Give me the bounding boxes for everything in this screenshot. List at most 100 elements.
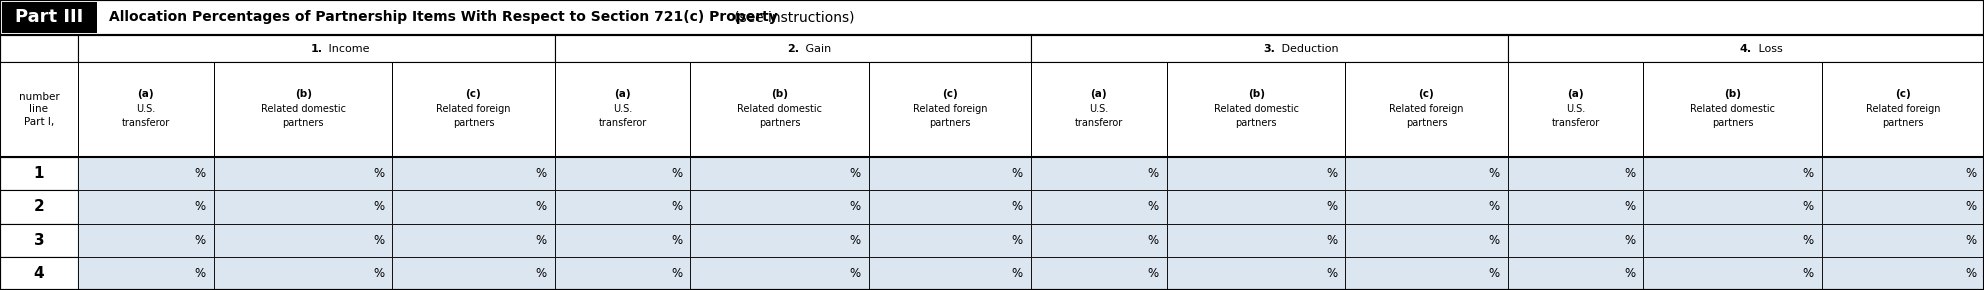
Text: transferor: transferor [121,119,171,128]
Text: Deduction: Deduction [1278,44,1339,53]
Text: %: % [1964,267,1976,280]
Bar [214,257,393,290]
Text: %: % [1625,267,1635,280]
Text: (c): (c) [942,89,958,99]
Text: %: % [1488,267,1500,280]
Text: (c): (c) [466,89,482,99]
Bar [0,257,77,290]
Text: number: number [18,93,60,102]
Text: (a): (a) [615,89,631,99]
Text: %: % [671,167,682,180]
Bar [690,157,869,190]
Text: (b): (b) [296,89,311,99]
Bar [554,224,690,257]
Bar [214,157,393,190]
Text: (b): (b) [1724,89,1742,99]
Bar [393,224,554,257]
Bar [1167,157,1345,190]
Bar [214,62,393,157]
Text: %: % [1327,234,1337,246]
Text: Related foreign: Related foreign [913,104,988,115]
Text: (a): (a) [1091,89,1107,99]
Bar [0,157,77,190]
Text: (c): (c) [1895,89,1911,99]
Text: partners: partners [1712,119,1754,128]
Text: partners: partners [452,119,494,128]
Text: %: % [373,234,385,246]
Text: 4: 4 [34,266,44,281]
Bar [869,257,1032,290]
Bar [1508,190,1643,224]
Bar [690,190,869,224]
Bar [1345,257,1508,290]
Bar [1167,190,1345,224]
Text: %: % [373,267,385,280]
Bar [1508,62,1643,157]
Bar [1167,224,1345,257]
Text: Part I,: Part I, [24,117,54,126]
Text: %: % [1147,167,1159,180]
Bar [1032,224,1167,257]
Text: Related domestic: Related domestic [1214,104,1300,115]
Text: Related domestic: Related domestic [738,104,821,115]
Bar [77,224,214,257]
Bar [0,190,77,224]
Bar [1643,257,1821,290]
Bar [1643,157,1821,190]
Bar [1032,190,1167,224]
Text: line: line [30,104,48,115]
Bar [1821,190,1984,224]
Text: %: % [849,234,861,246]
Text: %: % [1964,200,1976,213]
Text: %: % [1012,267,1024,280]
Bar [1167,62,1345,157]
Text: (a): (a) [137,89,155,99]
Text: %: % [849,167,861,180]
Bar [214,190,393,224]
Bar [1032,157,1167,190]
Text: %: % [1625,234,1635,246]
Text: %: % [1488,167,1500,180]
Text: (c): (c) [1419,89,1434,99]
Bar [1345,62,1508,157]
Bar [554,157,690,190]
Bar [1167,257,1345,290]
Bar [0,0,1984,35]
Bar [1508,224,1643,257]
Bar [214,224,393,257]
Text: U.S.: U.S. [613,104,633,115]
Bar [690,62,869,157]
Bar [77,157,214,190]
Bar [1508,257,1643,290]
Bar [869,62,1032,157]
Text: 1: 1 [34,166,44,181]
Text: %: % [1488,200,1500,213]
Bar [690,257,869,290]
Text: %: % [1964,167,1976,180]
Text: %: % [849,200,861,213]
Text: Related domestic: Related domestic [260,104,345,115]
Text: %: % [1012,200,1024,213]
Text: Allocation Percentages of Partnership Items With Respect to Section 721(c) Prope: Allocation Percentages of Partnership It… [109,10,782,24]
Bar [554,62,690,157]
Text: Related foreign: Related foreign [1389,104,1464,115]
Text: %: % [1488,234,1500,246]
Bar [1508,157,1643,190]
Bar [1345,157,1508,190]
Bar [0,62,77,157]
Text: 2.: 2. [788,44,800,53]
Text: partners: partners [1883,119,1924,128]
Bar [1821,224,1984,257]
Text: %: % [536,200,546,213]
Text: U.S.: U.S. [1565,104,1585,115]
Bar [869,157,1032,190]
Bar [1643,190,1821,224]
Text: %: % [194,267,206,280]
Text: %: % [1327,200,1337,213]
Text: 3: 3 [34,233,44,248]
Bar [869,224,1032,257]
Text: (b): (b) [1248,89,1264,99]
Bar [690,224,869,257]
Bar [393,190,554,224]
Text: partners: partners [282,119,323,128]
